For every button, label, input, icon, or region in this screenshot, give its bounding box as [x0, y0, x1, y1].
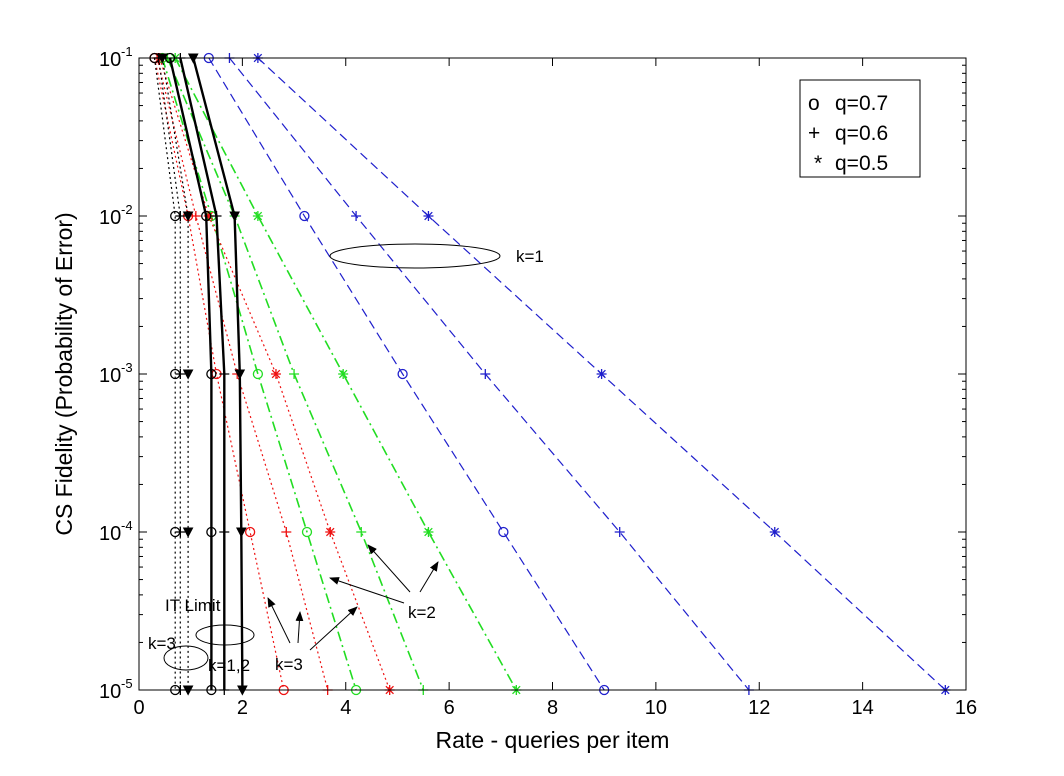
marker-circle	[301, 526, 313, 538]
marker-plus	[219, 527, 230, 537]
marker-star	[596, 369, 607, 379]
k1-ellipse	[329, 243, 501, 269]
marker-plus	[211, 211, 222, 221]
it-limit-annotation: IT Limit	[165, 596, 221, 615]
marker-plus	[175, 211, 186, 221]
y-tick-exponent: -4	[121, 518, 133, 533]
series-line	[168, 57, 213, 690]
marker-plus	[289, 369, 300, 379]
marker-triangle	[236, 527, 247, 538]
series-line	[158, 57, 181, 690]
y-axis-label: CS Fidelity (Probability of Error)	[51, 212, 77, 535]
marker-circle	[299, 210, 310, 222]
marker-triangle	[182, 369, 194, 380]
k12-annotation: k=1,2	[208, 656, 250, 675]
k2-arrow-2	[419, 561, 439, 593]
x-tick-label: 4	[340, 697, 351, 719]
k3-it-ellipse	[163, 645, 209, 671]
series-k-1-2-q05	[187, 53, 248, 696]
marker-circle	[244, 526, 256, 538]
y-tick-label: 10	[99, 207, 121, 229]
series-k-1-q07	[203, 52, 610, 696]
legend-label-q07: q=0.7	[835, 92, 888, 115]
series-line	[208, 57, 605, 691]
marker-star	[423, 527, 434, 537]
y-tick-label: 10	[99, 49, 121, 71]
x-tick-label: 16	[955, 697, 977, 719]
k2-arrow-3	[329, 577, 405, 604]
marker-circle	[252, 368, 264, 380]
legend-symbol-star: *	[814, 152, 822, 175]
series-layer	[149, 52, 951, 696]
legend-label-q06: q=0.6	[835, 122, 888, 145]
marker-triangle	[182, 211, 194, 222]
marker-plus	[356, 527, 367, 537]
marker-star	[203, 211, 214, 221]
y-tick-exponent: -3	[121, 360, 133, 375]
x-tick-label: 0	[133, 697, 144, 719]
x-tick-label: 12	[748, 697, 770, 719]
marker-plus	[614, 527, 625, 537]
y-tick-label: 10	[99, 681, 121, 703]
legend-label-q05: q=0.5	[835, 152, 888, 175]
legend-symbol-plus: +	[808, 122, 820, 145]
marker-plus	[175, 369, 186, 379]
marker-star	[769, 527, 780, 537]
marker-star	[338, 369, 349, 379]
y-tick-exponent: -1	[121, 44, 133, 59]
marker-circle	[397, 368, 408, 380]
k2-annotation: k=2	[408, 603, 436, 622]
y-tick-exponent: -5	[121, 676, 133, 691]
marker-star	[325, 527, 336, 537]
k3-it-annotation: k=3	[148, 634, 176, 653]
k1-annotation: k=1	[516, 247, 544, 266]
marker-plus	[480, 369, 491, 379]
x-tick-label: 8	[547, 697, 558, 719]
k3-arrow-3	[309, 606, 358, 651]
marker-circle	[498, 526, 509, 538]
k12-it-ellipse	[195, 624, 255, 646]
marker-star	[270, 369, 281, 379]
k3-arrow-2	[295, 611, 304, 644]
legend-box	[799, 79, 921, 178]
marker-plus	[175, 527, 186, 537]
marker-circle	[206, 368, 217, 380]
marker-triangle	[229, 211, 240, 222]
k3-arrow-1	[267, 597, 291, 644]
y-tick-label: 10	[99, 523, 121, 545]
k3-annotation: k=3	[275, 655, 303, 674]
marker-plus	[190, 211, 201, 221]
marker-triangle	[182, 527, 194, 538]
marker-circle	[206, 526, 217, 538]
x-axis-label: Rate - queries per item	[436, 727, 670, 753]
legend-symbol-circle: o	[808, 92, 820, 115]
x-tick-label: 10	[645, 697, 667, 719]
y-tick-exponent: -2	[121, 202, 133, 217]
marker-star	[252, 211, 263, 221]
series-line	[153, 57, 176, 690]
legend: o q=0.7 + q=0.6 * q=0.5	[799, 79, 921, 178]
marker-triangle	[234, 369, 246, 380]
marker-plus	[281, 527, 292, 537]
x-tick-label: 6	[444, 697, 455, 719]
series-line	[161, 57, 189, 690]
x-tick-label: 2	[237, 697, 248, 719]
marker-plus	[351, 211, 362, 221]
annotations: k=1 k=2 k=3 IT Limit k=1,2 k=3	[148, 243, 544, 675]
k2-arrow-1	[367, 544, 411, 593]
y-tick-label: 10	[99, 365, 121, 387]
x-tick-label: 14	[852, 697, 874, 719]
marker-circle	[201, 210, 212, 222]
marker-plus	[219, 369, 230, 379]
marker-star	[423, 211, 434, 221]
